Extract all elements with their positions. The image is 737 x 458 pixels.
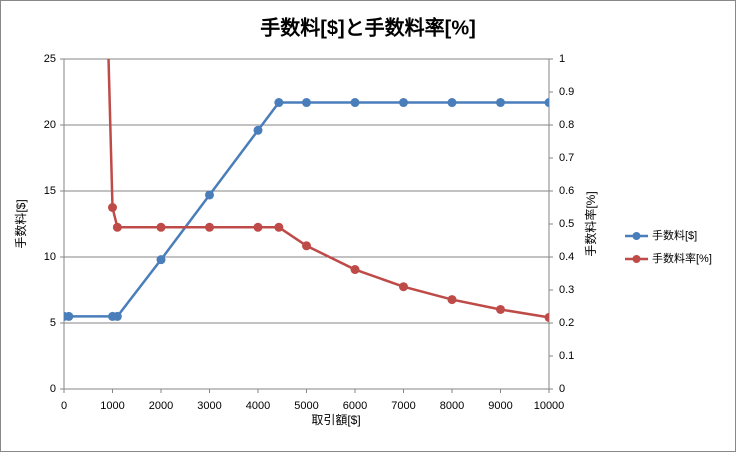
y2-tick-label: 0.5 — [559, 218, 574, 230]
y2-tick-label: 0.1 — [559, 350, 574, 362]
x-tick-label: 5000 — [294, 400, 318, 412]
data-point — [302, 241, 311, 251]
x-tick-label: 6000 — [343, 400, 367, 412]
y2-tick-label: 0.9 — [559, 86, 574, 98]
data-point — [112, 222, 122, 232]
y-tick-label: 25 — [44, 53, 56, 65]
chart-title: 手数料[$]と手数料率[%] — [260, 15, 476, 39]
data-point — [544, 312, 549, 322]
data-point — [496, 304, 505, 314]
y-tick-label: 15 — [44, 185, 56, 197]
y2-tick-label: 0 — [559, 383, 565, 395]
y-tick-label: 10 — [44, 251, 56, 263]
legend-label: 手数料率[%] — [652, 251, 712, 265]
data-point — [399, 282, 408, 292]
y2-tick-label: 0.4 — [559, 251, 574, 263]
y2-tick-label: 0.2 — [559, 317, 574, 329]
data-point — [350, 265, 360, 275]
data-point — [447, 295, 457, 305]
legend-marker — [632, 255, 641, 263]
x-tick-label: 8000 — [440, 400, 464, 412]
y2-tick-label: 0.8 — [559, 119, 574, 131]
data-point — [399, 98, 408, 108]
y2-tick-label: 0.3 — [559, 284, 574, 296]
x-tick-label: 1000 — [100, 400, 124, 412]
legend-label: 手数料[$] — [652, 228, 697, 242]
x-tick-label: 9000 — [488, 400, 512, 412]
legend-marker — [632, 232, 641, 240]
data-point — [274, 222, 284, 232]
data-point — [64, 311, 74, 321]
data-point — [156, 255, 166, 265]
data-point — [544, 98, 549, 108]
data-point — [253, 222, 263, 232]
x-tick-label: 7000 — [391, 400, 415, 412]
x-tick-label: 4000 — [246, 400, 270, 412]
data-point — [253, 125, 263, 135]
x-tick-label: 10000 — [534, 400, 565, 412]
y-tick-label: 5 — [50, 317, 56, 329]
data-point — [112, 311, 122, 321]
y2-tick-label: 0.6 — [559, 185, 574, 197]
y-tick-label: 20 — [44, 119, 56, 131]
data-point — [156, 222, 166, 232]
data-point — [302, 98, 311, 108]
y-axis-title: 手数料[$] — [13, 199, 28, 248]
y2-tick-label: 0.7 — [559, 152, 574, 164]
data-point — [447, 98, 457, 108]
plot-area — [64, 59, 549, 322]
data-point — [496, 98, 505, 108]
data-point — [205, 190, 214, 200]
data-point — [108, 203, 117, 212]
y2-axis-title: 手数料率[%] — [583, 191, 598, 256]
x-axis-title: 取引額[$] — [311, 413, 360, 427]
y2-tick-label: 1 — [559, 53, 565, 65]
data-point — [205, 222, 214, 232]
x-tick-label: 0 — [61, 400, 67, 412]
data-point — [274, 98, 284, 108]
x-tick-label: 2000 — [149, 400, 173, 412]
x-tick-label: 3000 — [197, 400, 221, 412]
y-tick-label: 0 — [50, 383, 56, 395]
data-point — [350, 98, 360, 108]
